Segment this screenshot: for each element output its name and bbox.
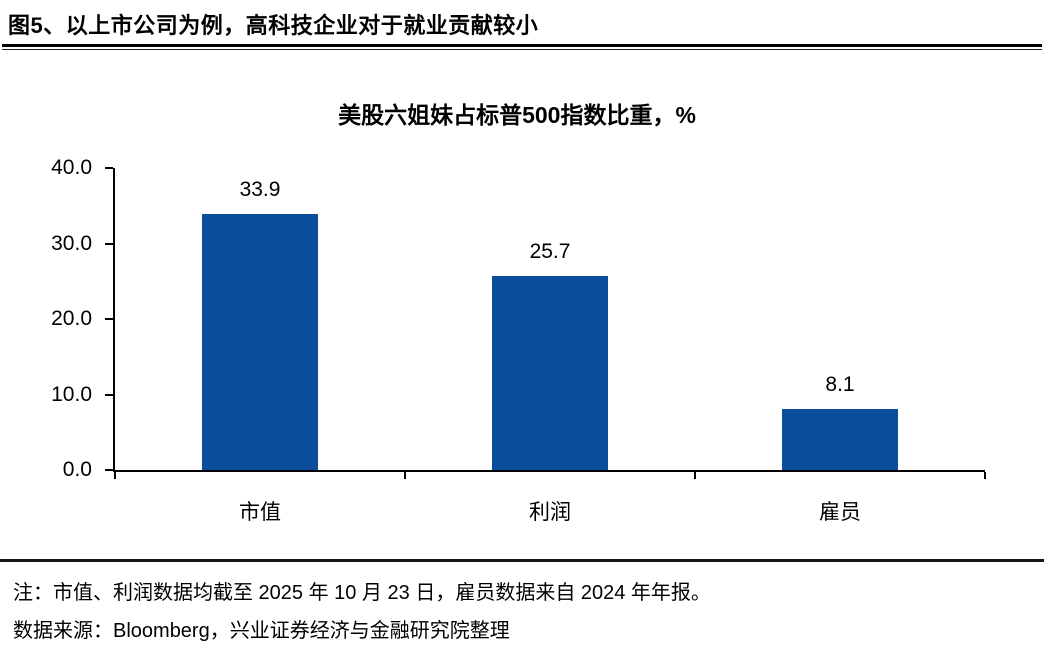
- footer-divider: [0, 559, 1044, 562]
- x-category-label: 市值: [239, 501, 281, 524]
- y-axis-tick-label: 30.0: [51, 231, 92, 255]
- figure-title: 图5、以上市公司为例，高科技企业对于就业贡献较小: [8, 13, 539, 38]
- bar-value-label: 33.9: [239, 178, 281, 201]
- y-axis-tick-label: 0.0: [62, 458, 92, 481]
- note-text: 注：市值、利润数据均截至 2025 年 10 月 23 日，雇员数据来自 202…: [13, 582, 711, 604]
- bar-value-label: 25.7: [529, 240, 571, 263]
- x-category-label: 雇员: [819, 501, 861, 524]
- bar-employees: [782, 409, 898, 470]
- bar-market-cap: [202, 214, 318, 470]
- x-axis-tick: [984, 472, 986, 479]
- bar-profit: [492, 276, 608, 470]
- y-axis-tick: [105, 167, 113, 169]
- x-axis-tick: [403, 472, 406, 479]
- header-divider: [2, 44, 1042, 50]
- x-axis-tick: [693, 472, 696, 479]
- y-axis-tick: [105, 469, 113, 471]
- y-axis-tick: [105, 318, 113, 320]
- y-axis-tick-label: 20.0: [51, 307, 92, 330]
- y-axis-tick-label: 40.0: [51, 156, 92, 179]
- y-axis-tick: [105, 393, 113, 396]
- y-axis-tick-label: 10.0: [51, 382, 92, 406]
- chart-title: 美股六姐妹占标普500指数比重，%: [338, 102, 696, 128]
- bar-value-label: 8.1: [825, 373, 855, 396]
- x-category-label: 利润: [529, 501, 571, 524]
- y-axis-tick: [105, 242, 113, 245]
- source-text: 数据来源：Bloomberg，兴业证券经济与金融研究院整理: [13, 620, 510, 642]
- plot-area: 0.0 10.0 20.0 30.0 40.0 33.9 市值 25.7 利润 8.1 雇员: [51, 156, 986, 524]
- x-axis-tick: [114, 472, 116, 479]
